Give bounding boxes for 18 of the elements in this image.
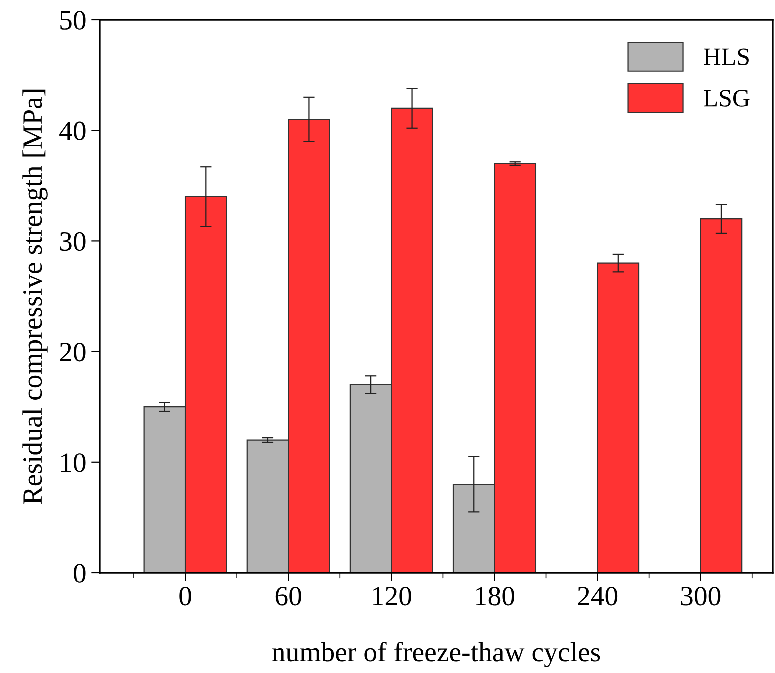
legend-label: HLS	[704, 48, 749, 66]
legend-label: LSG	[704, 90, 750, 107]
bar	[597, 262, 640, 573]
y-tick-label: 10	[61, 454, 86, 472]
y-tick-label: 20	[60, 342, 86, 362]
x-tick-label: 0	[180, 586, 192, 606]
x-tick-label: 300	[681, 586, 721, 606]
x-tick-label: 180	[476, 586, 515, 606]
bar	[700, 218, 743, 573]
y-axis-title: Residual compressive strength [MPa]	[22, 90, 48, 504]
y-tick-label: 50	[60, 11, 86, 30]
y-tick-label: 40	[60, 122, 86, 141]
x-axis-title: number of freeze-thaw cycles	[272, 642, 600, 668]
y-tick-label: 30	[60, 232, 86, 252]
x-tick-label: 60	[276, 586, 302, 606]
y-tick-label: 0	[74, 564, 86, 583]
x-tick-label: 240	[578, 586, 618, 606]
x-tick-label: 120	[373, 586, 412, 606]
